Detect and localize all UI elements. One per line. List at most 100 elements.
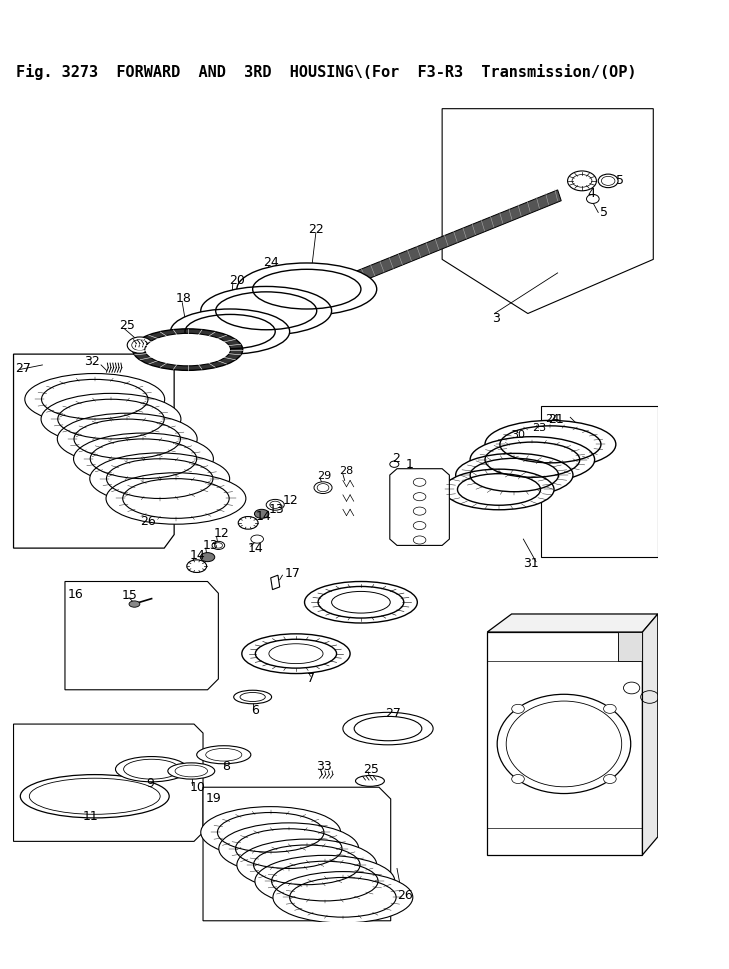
Polygon shape bbox=[65, 581, 219, 690]
Ellipse shape bbox=[343, 712, 433, 745]
Text: 5: 5 bbox=[600, 206, 608, 219]
Ellipse shape bbox=[242, 634, 350, 673]
Text: 9: 9 bbox=[147, 777, 154, 790]
Text: 32: 32 bbox=[84, 355, 100, 368]
Polygon shape bbox=[270, 576, 280, 589]
Ellipse shape bbox=[444, 469, 554, 510]
Text: 14: 14 bbox=[190, 548, 206, 562]
Text: 22: 22 bbox=[308, 223, 324, 236]
Text: 24: 24 bbox=[263, 256, 279, 268]
Ellipse shape bbox=[512, 774, 524, 784]
Ellipse shape bbox=[266, 499, 284, 511]
Ellipse shape bbox=[106, 473, 246, 524]
Ellipse shape bbox=[234, 690, 272, 703]
Text: 24: 24 bbox=[545, 414, 559, 424]
Text: Fig. 3273  FORWARD  AND  3RD  HOUSING\(For  F3-R3  Transmission/(OP): Fig. 3273 FORWARD AND 3RD HOUSING\(For F… bbox=[16, 64, 636, 79]
Text: 29: 29 bbox=[316, 471, 331, 481]
Ellipse shape bbox=[171, 309, 289, 354]
Text: 2: 2 bbox=[392, 453, 400, 465]
Ellipse shape bbox=[497, 695, 631, 794]
Ellipse shape bbox=[219, 823, 359, 874]
Text: 28: 28 bbox=[339, 466, 354, 477]
Text: 14: 14 bbox=[255, 510, 271, 523]
Ellipse shape bbox=[273, 871, 413, 923]
Polygon shape bbox=[542, 406, 658, 557]
Text: 33: 33 bbox=[316, 760, 332, 773]
Ellipse shape bbox=[74, 433, 214, 484]
Ellipse shape bbox=[25, 373, 165, 425]
Polygon shape bbox=[642, 614, 658, 855]
Ellipse shape bbox=[568, 171, 596, 191]
Ellipse shape bbox=[212, 542, 225, 549]
Ellipse shape bbox=[133, 328, 243, 370]
Polygon shape bbox=[334, 190, 561, 291]
Text: 6: 6 bbox=[251, 704, 259, 717]
Text: 26: 26 bbox=[397, 889, 413, 902]
Ellipse shape bbox=[314, 482, 332, 493]
Ellipse shape bbox=[604, 704, 616, 713]
Text: 4: 4 bbox=[588, 187, 596, 200]
Ellipse shape bbox=[200, 287, 332, 335]
Text: 5: 5 bbox=[616, 174, 624, 187]
Ellipse shape bbox=[572, 174, 592, 187]
Polygon shape bbox=[442, 109, 653, 314]
Ellipse shape bbox=[470, 437, 595, 483]
Polygon shape bbox=[618, 632, 642, 661]
Ellipse shape bbox=[20, 774, 169, 818]
Ellipse shape bbox=[599, 174, 618, 188]
Ellipse shape bbox=[269, 643, 323, 664]
Text: 13: 13 bbox=[203, 539, 219, 552]
Ellipse shape bbox=[129, 601, 140, 608]
Text: 27: 27 bbox=[386, 706, 401, 720]
Text: 23: 23 bbox=[532, 423, 547, 433]
Text: 17: 17 bbox=[284, 567, 300, 579]
Ellipse shape bbox=[237, 839, 377, 891]
Text: 31: 31 bbox=[523, 557, 539, 570]
Text: 16: 16 bbox=[68, 587, 83, 601]
Text: 20: 20 bbox=[229, 273, 245, 287]
Ellipse shape bbox=[332, 591, 390, 613]
Ellipse shape bbox=[255, 856, 395, 907]
Text: 11: 11 bbox=[83, 810, 98, 823]
Ellipse shape bbox=[623, 682, 640, 694]
Ellipse shape bbox=[90, 453, 230, 504]
Text: 30: 30 bbox=[511, 430, 525, 440]
Ellipse shape bbox=[200, 552, 215, 562]
Ellipse shape bbox=[128, 337, 152, 354]
Ellipse shape bbox=[390, 461, 399, 467]
Text: 15: 15 bbox=[122, 589, 138, 603]
Ellipse shape bbox=[587, 195, 599, 203]
Text: 1: 1 bbox=[406, 457, 414, 471]
Text: 25: 25 bbox=[119, 319, 135, 331]
Ellipse shape bbox=[41, 393, 181, 445]
Ellipse shape bbox=[197, 746, 251, 764]
Polygon shape bbox=[14, 724, 203, 841]
Polygon shape bbox=[487, 632, 642, 855]
Ellipse shape bbox=[604, 774, 616, 784]
Text: 27: 27 bbox=[15, 362, 31, 375]
Polygon shape bbox=[203, 787, 391, 921]
Text: 18: 18 bbox=[176, 292, 192, 304]
Ellipse shape bbox=[168, 763, 215, 779]
Ellipse shape bbox=[456, 453, 573, 497]
Ellipse shape bbox=[254, 510, 269, 518]
Ellipse shape bbox=[200, 806, 340, 859]
Text: 26: 26 bbox=[140, 515, 155, 527]
Ellipse shape bbox=[485, 421, 616, 468]
Ellipse shape bbox=[187, 560, 206, 573]
Text: 12: 12 bbox=[214, 527, 230, 540]
Text: 12: 12 bbox=[282, 494, 298, 507]
Ellipse shape bbox=[115, 757, 187, 782]
Ellipse shape bbox=[305, 581, 417, 623]
Ellipse shape bbox=[251, 535, 263, 544]
Text: 8: 8 bbox=[222, 760, 230, 773]
Text: 19: 19 bbox=[206, 793, 222, 805]
Text: 14: 14 bbox=[248, 542, 264, 554]
Text: 3: 3 bbox=[492, 311, 499, 325]
Text: 7: 7 bbox=[307, 672, 315, 685]
Ellipse shape bbox=[58, 413, 197, 465]
Polygon shape bbox=[390, 469, 449, 546]
Ellipse shape bbox=[356, 775, 384, 786]
Text: 13: 13 bbox=[269, 503, 284, 516]
Text: 25: 25 bbox=[363, 763, 378, 775]
